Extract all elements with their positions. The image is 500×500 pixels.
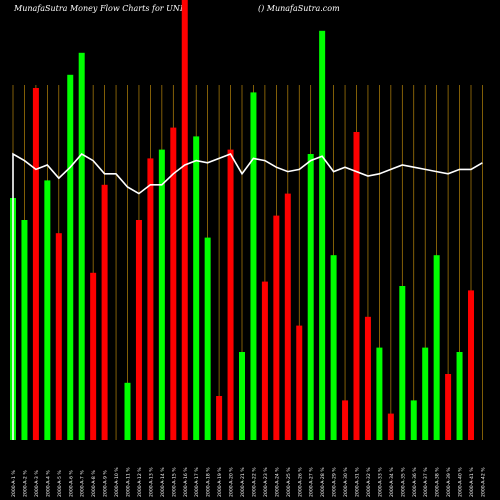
money-flow-bar — [353, 132, 360, 440]
x-tick-label: 2000-A-24 % — [274, 467, 280, 497]
money-flow-bar — [273, 215, 280, 440]
money-flow-bar — [216, 396, 223, 440]
x-tick-label: 2000-A-32 % — [366, 467, 372, 497]
x-tick-label: 2000-A-41 % — [469, 467, 475, 497]
money-flow-bar — [422, 347, 429, 440]
money-flow-bar — [21, 220, 28, 440]
x-tick-label: 2000-A-35 % — [400, 467, 406, 497]
x-tick-label: 2000-A-12 % — [137, 467, 143, 497]
x-tick-label: 2000-A-40 % — [458, 467, 464, 497]
money-flow-bar — [433, 255, 440, 440]
money-flow-line — [12, 152, 483, 440]
money-flow-bar — [387, 413, 394, 440]
x-tick-label: 2000-A-15 % — [171, 467, 177, 497]
money-flow-bar — [342, 400, 349, 440]
x-tick-label: 2000-A-9 % — [103, 470, 109, 497]
x-tick-label: 2000-A-3 % — [34, 470, 40, 497]
money-flow-bar — [32, 88, 39, 440]
money-flow-bar — [468, 290, 474, 440]
x-tick-label: 2000-A-19 % — [217, 467, 223, 497]
money-flow-bar — [307, 154, 314, 440]
x-tick-label: 2000-A-27 % — [309, 467, 315, 497]
x-tick-label: 2000-A-31 % — [355, 467, 361, 497]
x-tick-label: 2000-A-29 % — [332, 467, 338, 497]
money-flow-bar — [250, 92, 257, 441]
x-tick-label: 2000-A-23 % — [263, 467, 269, 497]
x-tick-label: 2000-A-5 % — [57, 470, 63, 497]
money-flow-bar — [261, 281, 268, 440]
money-flow-bar — [456, 352, 463, 440]
x-tick-label: 2000-A-7 % — [80, 470, 86, 497]
x-tick-label: 2000-A-34 % — [389, 467, 395, 497]
x-tick-label: 2000-A-28 % — [320, 467, 326, 497]
money-flow-bar — [284, 193, 291, 440]
money-flow-bar — [90, 272, 97, 440]
money-flow-bar — [181, 0, 188, 440]
x-tick-label: 2000-A-25 % — [286, 467, 292, 497]
x-tick-label: 2000-A-14 % — [160, 467, 166, 497]
money-flow-bar — [410, 400, 417, 440]
money-flow-bar — [67, 74, 74, 441]
x-tick-label: 2000-A-39 % — [446, 467, 452, 497]
x-tick-label: 2000-A-22 % — [251, 467, 257, 497]
money-flow-bar — [158, 149, 165, 440]
money-flow-bar — [227, 149, 234, 440]
money-flow-bar — [319, 30, 326, 441]
money-flow-bar — [170, 127, 177, 440]
x-tick-label: 2000-A-37 % — [423, 467, 429, 497]
money-flow-bar — [204, 237, 211, 440]
x-tick-label: 2000-A-36 % — [412, 467, 418, 497]
x-tick-label: 2000-A-38 % — [435, 467, 441, 497]
money-flow-bar — [101, 184, 108, 440]
money-flow-bar — [445, 374, 452, 440]
money-flow-bar — [78, 52, 85, 441]
money-flow-bar — [135, 220, 142, 440]
x-tick-label: 2000-A-6 % — [68, 470, 74, 497]
chart-header: MunafaSutra Money Flow Charts for UND ()… — [0, 4, 500, 18]
money-flow-bar — [296, 325, 303, 440]
x-tick-label: 2000-A-21 % — [240, 467, 246, 497]
site-credit: () MunafaSutra.com — [258, 4, 340, 13]
x-tick-label: 2000-A-11 % — [126, 467, 132, 497]
chart-title: MunafaSutra Money Flow Charts for UND — [14, 4, 187, 13]
x-tick-label: 2000-A-33 % — [377, 467, 383, 497]
x-tick-label: 2000-A-13 % — [148, 467, 154, 497]
x-tick-label: 2000-A-18 % — [206, 467, 212, 497]
x-tick-label: 2000-A-2 % — [22, 470, 28, 497]
money-flow-bar — [376, 347, 383, 440]
money-flow-bar — [44, 180, 51, 440]
money-flow-bar — [193, 136, 200, 440]
x-tick-label: 2000-A-17 % — [194, 467, 200, 497]
money-flow-bar — [399, 286, 406, 440]
x-tick-label: 2000-A-1 % — [11, 470, 17, 497]
money-flow-bar — [239, 352, 245, 440]
x-tick-label: 2000-A-20 % — [229, 467, 235, 497]
x-tick-label: 2000-A-8 % — [91, 470, 97, 497]
x-tick-label: 2000-A-16 % — [183, 467, 189, 497]
money-flow-bar — [55, 233, 62, 440]
money-flow-bar — [124, 382, 131, 440]
x-tick-label: 2000-A-42 % — [480, 467, 486, 497]
x-tick-label: 2000-A-30 % — [343, 467, 349, 497]
money-flow-bar — [330, 255, 337, 440]
money-flow-bar — [147, 158, 154, 440]
x-tick-label: 2000-A-4 % — [45, 470, 51, 497]
money-flow-bar — [364, 316, 371, 440]
x-tick-label: 2000-A-10 % — [114, 467, 120, 497]
x-tick-label: 2000-A-26 % — [297, 467, 303, 497]
